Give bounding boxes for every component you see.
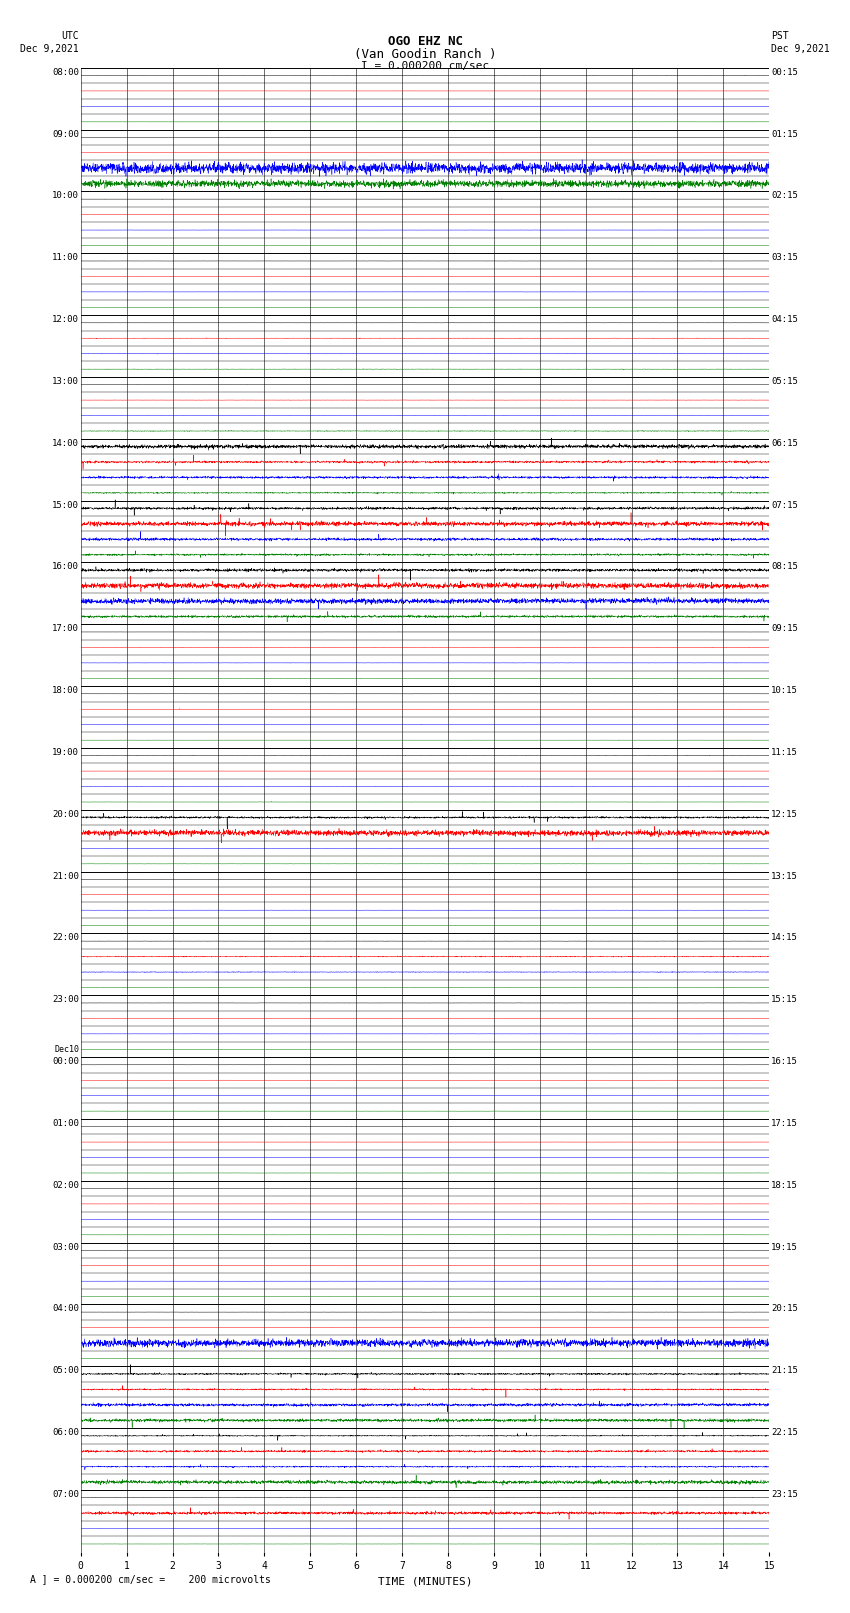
Text: 16:15: 16:15 xyxy=(771,1057,798,1066)
Text: 14:00: 14:00 xyxy=(52,439,79,448)
Text: 05:00: 05:00 xyxy=(52,1366,79,1376)
Text: (Van Goodin Ranch ): (Van Goodin Ranch ) xyxy=(354,48,496,61)
Text: 17:00: 17:00 xyxy=(52,624,79,634)
Text: 16:00: 16:00 xyxy=(52,563,79,571)
Text: 08:15: 08:15 xyxy=(771,563,798,571)
Text: 20:15: 20:15 xyxy=(771,1305,798,1313)
Text: 04:15: 04:15 xyxy=(771,315,798,324)
Text: 12:00: 12:00 xyxy=(52,315,79,324)
Text: 03:00: 03:00 xyxy=(52,1242,79,1252)
Text: 05:15: 05:15 xyxy=(771,377,798,386)
Text: 08:00: 08:00 xyxy=(52,68,79,77)
Text: 18:15: 18:15 xyxy=(771,1181,798,1190)
Text: 07:15: 07:15 xyxy=(771,500,798,510)
Text: 18:00: 18:00 xyxy=(52,686,79,695)
Text: 15:00: 15:00 xyxy=(52,500,79,510)
Text: 14:15: 14:15 xyxy=(771,934,798,942)
Text: Dec10: Dec10 xyxy=(54,1045,79,1053)
Text: Dec 9,2021: Dec 9,2021 xyxy=(771,44,830,53)
Text: 07:00: 07:00 xyxy=(52,1490,79,1498)
Text: 00:00: 00:00 xyxy=(52,1057,79,1066)
Text: 00:15: 00:15 xyxy=(771,68,798,77)
Text: 02:00: 02:00 xyxy=(52,1181,79,1190)
Text: 23:00: 23:00 xyxy=(52,995,79,1005)
Text: 11:00: 11:00 xyxy=(52,253,79,263)
Text: 22:00: 22:00 xyxy=(52,934,79,942)
Text: 20:00: 20:00 xyxy=(52,810,79,819)
Text: 19:00: 19:00 xyxy=(52,748,79,756)
Text: 03:15: 03:15 xyxy=(771,253,798,263)
Text: 17:15: 17:15 xyxy=(771,1119,798,1127)
Text: 21:00: 21:00 xyxy=(52,871,79,881)
Text: 23:15: 23:15 xyxy=(771,1490,798,1498)
Text: 10:15: 10:15 xyxy=(771,686,798,695)
Text: 06:15: 06:15 xyxy=(771,439,798,448)
Text: Dec 9,2021: Dec 9,2021 xyxy=(20,44,79,53)
Text: OGO EHZ NC: OGO EHZ NC xyxy=(388,35,462,48)
Text: 13:15: 13:15 xyxy=(771,871,798,881)
Text: 10:00: 10:00 xyxy=(52,192,79,200)
Text: 04:00: 04:00 xyxy=(52,1305,79,1313)
Text: 11:15: 11:15 xyxy=(771,748,798,756)
Text: 13:00: 13:00 xyxy=(52,377,79,386)
Text: 01:15: 01:15 xyxy=(771,129,798,139)
Text: 22:15: 22:15 xyxy=(771,1428,798,1437)
Text: A ] = 0.000200 cm/sec =    200 microvolts: A ] = 0.000200 cm/sec = 200 microvolts xyxy=(30,1574,270,1584)
Text: 12:15: 12:15 xyxy=(771,810,798,819)
Text: 09:15: 09:15 xyxy=(771,624,798,634)
Text: UTC: UTC xyxy=(61,31,79,40)
Text: 15:15: 15:15 xyxy=(771,995,798,1005)
Text: 21:15: 21:15 xyxy=(771,1366,798,1376)
Text: 19:15: 19:15 xyxy=(771,1242,798,1252)
Text: 06:00: 06:00 xyxy=(52,1428,79,1437)
Text: 01:00: 01:00 xyxy=(52,1119,79,1127)
X-axis label: TIME (MINUTES): TIME (MINUTES) xyxy=(377,1576,473,1586)
Text: I = 0.000200 cm/sec: I = 0.000200 cm/sec xyxy=(361,61,489,71)
Text: 02:15: 02:15 xyxy=(771,192,798,200)
Text: 09:00: 09:00 xyxy=(52,129,79,139)
Text: PST: PST xyxy=(771,31,789,40)
